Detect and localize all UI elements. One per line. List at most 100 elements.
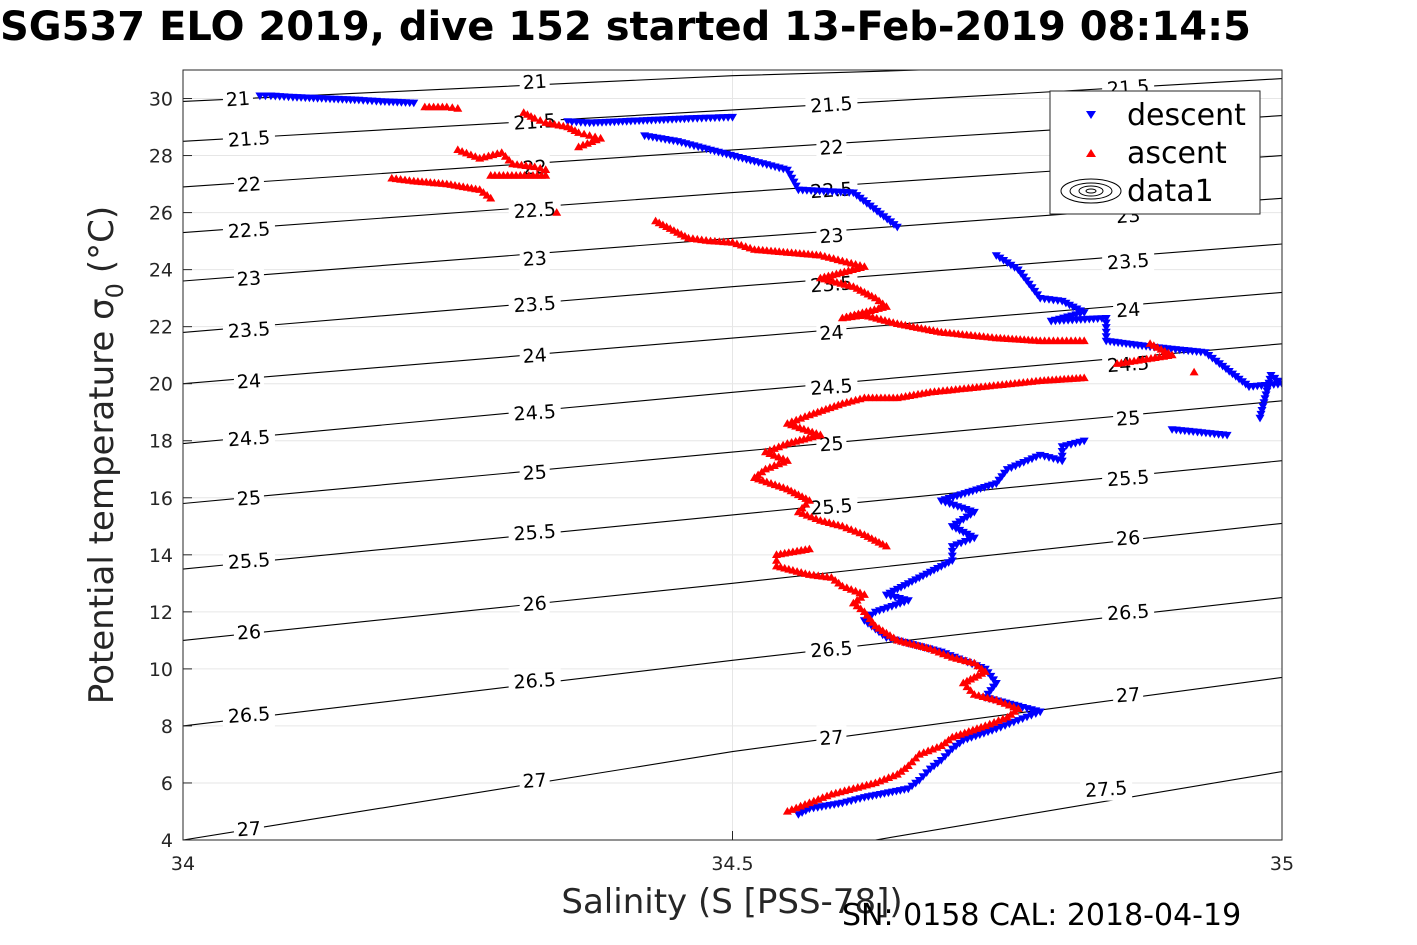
isopycnal-label: 27 [819, 727, 845, 751]
isopycnal-label-bg [805, 92, 858, 117]
descent-point [1260, 395, 1270, 403]
x-axis-label: Salinity (S [PSS-78]) [561, 882, 902, 922]
ascent-point [962, 682, 972, 691]
y-tick-label: 12 [149, 602, 173, 624]
ascent-point [1079, 336, 1089, 345]
isopycnal-label-bg [508, 291, 561, 316]
ascent-point [801, 499, 811, 508]
isopycnal-label: 24.5 [227, 426, 271, 451]
isopycnal-label: 25.5 [810, 495, 854, 520]
isopycnal-label-bg [222, 217, 275, 242]
descent-point [1263, 383, 1273, 392]
isopycnal-label-bg [222, 126, 275, 151]
isopycnal-label: 24.5 [810, 375, 854, 400]
ascent-point [1189, 367, 1199, 376]
isopycnal-label-bg [816, 135, 847, 159]
y-tick-label: 6 [161, 773, 173, 795]
isopycnal-label-bg [519, 69, 550, 94]
isopycnal-label: 23.5 [513, 292, 557, 317]
isopycnal-label: 23.5 [227, 318, 271, 343]
isopycnal-label-bg [222, 86, 253, 111]
y-tick-label: 18 [149, 431, 173, 453]
descent-point [947, 543, 957, 551]
isopycnal-label-bg [1102, 599, 1155, 624]
isopycnal-label-bg [233, 368, 264, 393]
isopycnal-label-bg [233, 172, 264, 197]
ascent-point [772, 556, 781, 564]
ascent-point [585, 131, 595, 139]
ascent-point [504, 155, 514, 164]
descent-point [958, 516, 968, 524]
isopycnal-label: 22 [236, 173, 262, 197]
descent-point [962, 513, 972, 522]
y-tick-label: 14 [149, 545, 173, 567]
isopycnal-label: 25 [522, 461, 548, 485]
isopycnal-label: 24 [522, 344, 548, 368]
isopycnal-label-bg [805, 494, 858, 519]
ascent-point [881, 541, 891, 550]
isopycnal-label: 24 [819, 322, 845, 346]
ascent-point [574, 142, 584, 151]
isopycnal-label: 24 [236, 370, 262, 394]
y-axis-label-subscript: 0 [101, 283, 129, 298]
isopycnal-label-bg [233, 485, 264, 510]
ascent-point [907, 757, 917, 766]
y-tick-label: 10 [149, 659, 173, 681]
isopycnal-line-21 [183, 70, 920, 102]
y-axis-label-unit: (°C) [82, 206, 122, 273]
isopycnal-label-bg [519, 591, 550, 616]
x-axis-ticks: 34 34.5 35 [171, 831, 1294, 875]
legend-ascent-marker [1086, 149, 1096, 157]
y-tick-label: 26 [149, 203, 173, 225]
descent-point [999, 257, 1009, 265]
descent-point [1057, 443, 1067, 451]
legend: descent ascent data1 [1049, 90, 1261, 215]
isopycnal-line-25 [183, 400, 1282, 505]
descent-point [1101, 315, 1111, 323]
isopycnal-line-25-5 [183, 460, 1282, 570]
isopycnal-label: 21.5 [810, 93, 854, 118]
y-tick-label: 24 [149, 260, 173, 282]
descent-point [787, 174, 797, 183]
ascent-point [486, 193, 496, 202]
ascent-point [530, 114, 540, 122]
isopycnal-label: 27 [1115, 684, 1141, 708]
isopycnal-label-bg [519, 768, 550, 793]
descent-point [1266, 372, 1276, 380]
isopycnal-label-bg [1080, 776, 1133, 801]
y-tick-label: 30 [149, 89, 173, 111]
ascent-point [958, 678, 968, 687]
y-tick-label: 28 [149, 146, 173, 168]
descent-point [728, 113, 737, 122]
ascent-point [574, 128, 584, 136]
descent-point [1101, 319, 1111, 328]
ascent-series [387, 102, 1199, 815]
isopycnal-label-bg [508, 400, 561, 425]
legend-box [1049, 90, 1261, 215]
descent-point [1057, 448, 1067, 456]
isopycnal-label: 23 [819, 225, 845, 249]
isopycnal-label: 26.5 [810, 637, 854, 662]
isopycnal-label: 23.5 [1106, 250, 1150, 275]
isopycnal-label-bg [508, 520, 561, 544]
isopycnal-label: 22 [819, 136, 845, 160]
isopycnal-line-27-5 [875, 771, 1282, 840]
isopycnal-label: 25 [819, 433, 845, 457]
ascent-point [1112, 359, 1122, 367]
legend-descent-marker [1086, 111, 1096, 119]
calibration-footer: SN: 0158 CAL: 2018-04-19 [842, 898, 1242, 933]
isopycnal-line-27 [183, 676, 1282, 840]
descent-point [1222, 431, 1232, 440]
isopycnal-label-bg [519, 460, 550, 485]
descent-point [409, 99, 419, 108]
isopycnal-line-23-5 [183, 243, 1282, 333]
ascent-point [453, 104, 463, 112]
isopycnal-label: 25.5 [513, 521, 557, 546]
ascent-point [552, 208, 562, 216]
isopycnal-label-bg [222, 425, 275, 450]
ascent-point [782, 807, 792, 815]
descent-point [1255, 414, 1265, 423]
isopycnal-label-bg [816, 320, 847, 345]
isopycnal-label-bg [222, 548, 275, 573]
